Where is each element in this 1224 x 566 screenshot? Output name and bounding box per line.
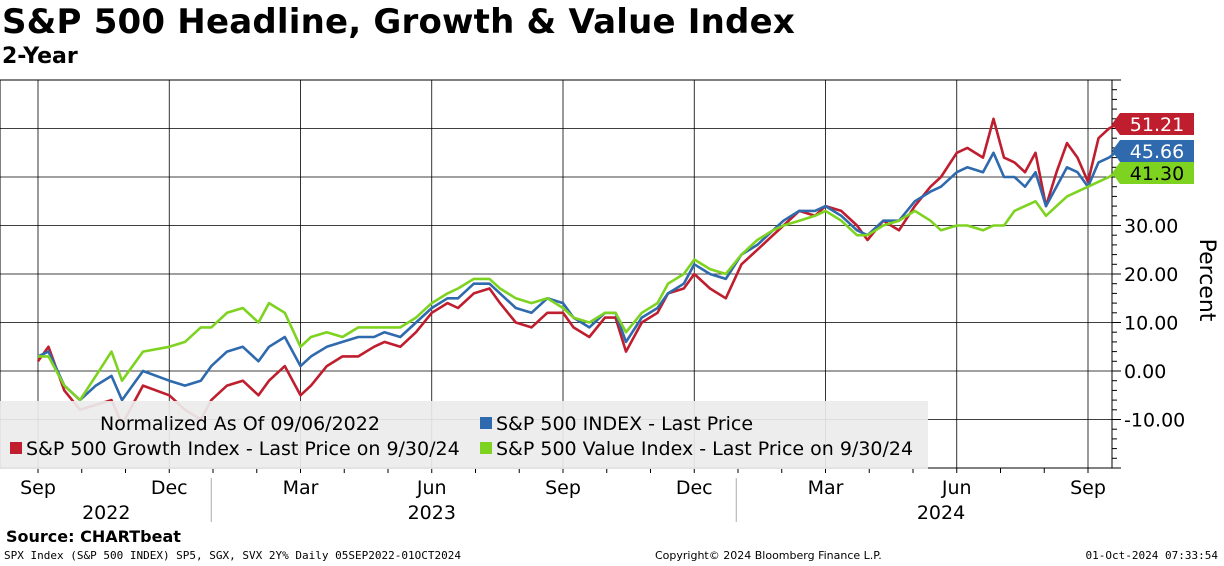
year-label: 2024 [917,502,965,524]
last-value-tag-headline: 45.66 [1112,140,1194,163]
y-tick-label: 0.00 [1124,361,1166,383]
last-value-label: 51.21 [1130,114,1184,136]
series-line-headline [37,148,1121,402]
legend-item-headline: S&P 500 INDEX - Last Price [480,413,753,435]
legend-label-growth: S&P 500 Growth Index - Last Price on 9/3… [26,438,460,460]
x-tick-label: Jun [941,477,972,499]
last-value-tag-bg [1112,162,1194,184]
last-value-tag-bg [1112,113,1194,135]
legend-label-value: S&P 500 Value Index - Last Price on 9/30… [496,438,914,460]
footer-timestamp: 01-Oct-2024 07:33:54 [1085,549,1218,562]
y-tick-label: 30.00 [1124,216,1178,238]
chart-title: S&P 500 Headline, Growth & Value Index [2,2,795,42]
x-tick-label: Sep [1070,477,1106,499]
legend: Normalized As Of 09/06/2022 S&P 500 INDE… [0,401,928,469]
chart-subtitle: 2-Year [2,44,78,69]
legend-item-value: S&P 500 Value Index - Last Price on 9/30… [480,438,913,460]
legend-item-growth: S&P 500 Growth Index - Last Price on 9/3… [10,438,460,460]
y-tick-label: 20.00 [1124,264,1178,286]
series-line-value [38,169,1121,402]
last-value-label: 45.66 [1130,141,1184,163]
legend-normalized-note: Normalized As Of 09/06/2022 [100,413,380,435]
legend-swatch-growth [10,442,22,454]
year-label: 2022 [82,502,130,524]
last-value-tag-value: 41.30 [1112,162,1194,185]
x-tick-label: Dec [676,477,713,499]
legend-swatch-headline [480,417,492,429]
x-tick-label: Mar [283,477,319,499]
legend-label-headline: S&P 500 INDEX - Last Price [496,413,754,435]
x-tick-label: Dec [151,477,188,499]
last-value-label: 41.30 [1130,163,1184,185]
year-label: 2023 [408,502,456,524]
x-tick-label: Jun [416,477,447,499]
y-axis-label: Percent [1194,239,1219,322]
last-value-tag-bg [1112,140,1194,162]
series-line-growth [36,117,1121,426]
y-tick-label: -10.00 [1124,410,1185,432]
source-label: Source: CHARTbeat [6,527,181,546]
x-tick-label: Sep [20,477,56,499]
x-tick-label: Mar [808,477,844,499]
legend-swatch-value [480,442,492,454]
footer-series-info: SPX Index (S&P 500 INDEX) SP5, SGX, SVX … [4,549,461,562]
last-value-tag-growth: 51.21 [1112,113,1194,136]
y-tick-label: 10.00 [1124,313,1178,335]
x-tick-label: Sep [545,477,581,499]
footer-copyright: Copyright© 2024 Bloomberg Finance L.P. [655,549,882,562]
